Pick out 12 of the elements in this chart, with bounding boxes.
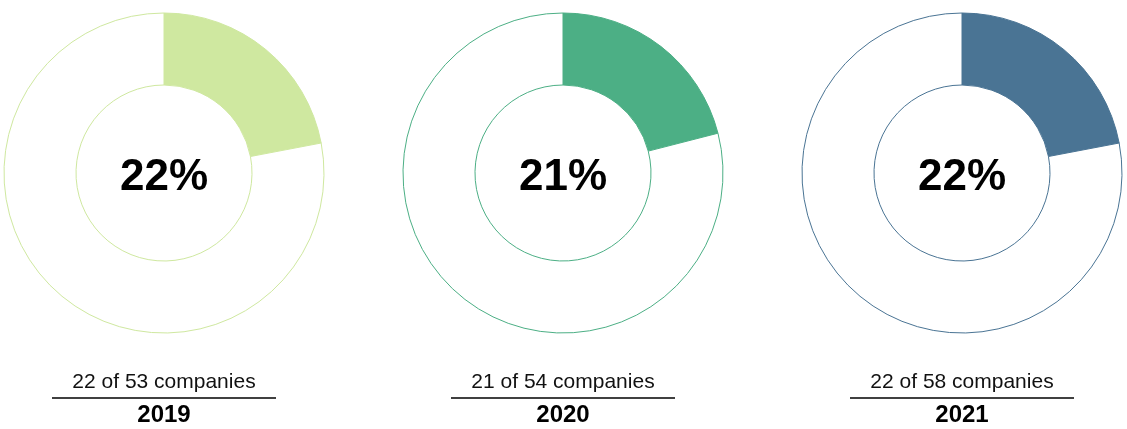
- donut-slice: [801, 12, 1123, 334]
- text: 22 of 53 companies: [72, 369, 256, 392]
- text: 22%: [917, 150, 1007, 199]
- text: 22 of 58 companies: [870, 369, 1054, 392]
- text: 2021: [935, 400, 989, 427]
- donut-slice: [3, 12, 325, 334]
- text: 2019: [137, 400, 191, 427]
- text: 21%: [518, 150, 608, 199]
- donut-slice: [402, 12, 724, 334]
- text: 22%: [119, 150, 209, 199]
- text: 2020: [536, 400, 590, 427]
- text: 21 of 54 companies: [471, 369, 655, 392]
